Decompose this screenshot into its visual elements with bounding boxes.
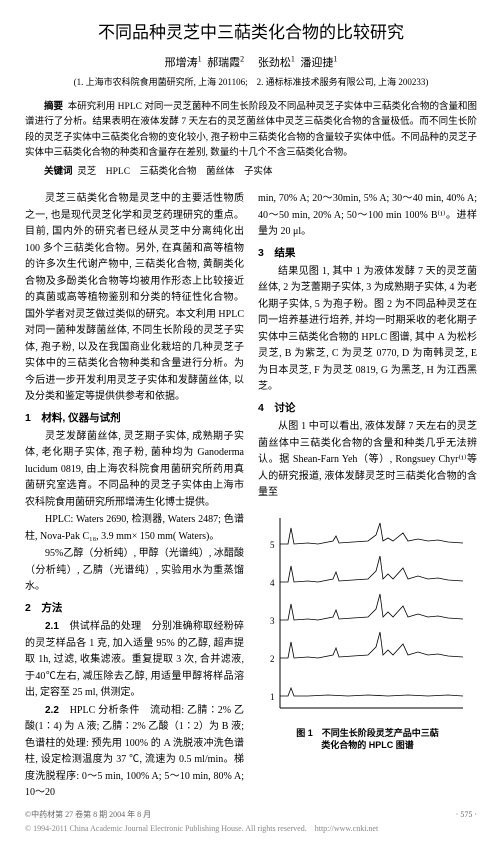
section-1-head: 1 材料, 仪器与试剂 (25, 410, 244, 427)
author: 张劲松1 (258, 57, 295, 69)
section-1-p1: 灵芝发酵菌丝体, 灵芝期子实体, 成熟期子实体, 老化期子实体, 孢子粉, 菌种… (25, 429, 244, 512)
paper-title: 不同品种灵芝中三萜类化合物的比较研究 (25, 20, 477, 46)
figure-1: 5 4 3 2 1 图 1 不同生长阶段灵芝产品中三萜 类化合物的 HPLC 图… (258, 508, 477, 752)
section-3-head: 3 结果 (258, 245, 477, 262)
footer-left: ©中药材第 27 卷第 8 期 2004 年 8 月 (25, 809, 151, 821)
author: 邢增涛1 (165, 57, 202, 69)
keywords: 关键词 灵芝 HPLC 三萜类化合物 菌丝体 子实体 (25, 165, 477, 179)
svg-text:3: 3 (270, 616, 275, 626)
authors-line: 邢增涛1 郝瑞霞2 张劲松1 潘迎捷1 (25, 54, 477, 72)
keywords-label: 关键词 (44, 166, 73, 177)
svg-text:5: 5 (270, 540, 275, 550)
footer-right: · 575 · (456, 809, 477, 821)
section-4-p1: 从图 1 中可以看出, 液体发酵 7 天左右的灵芝菌丝体中三萜类化合物的含量和种… (258, 419, 477, 502)
svg-text:1: 1 (270, 692, 275, 702)
author: 潘迎捷1 (300, 57, 337, 69)
abstract-label: 摘要 (44, 101, 63, 112)
keywords-text: 灵芝 HPLC 三萜类化合物 菌丝体 子实体 (77, 167, 272, 177)
intro-paragraph: 灵芝三萜类化合物是灵芝中的主要活性物质之一, 也是现代灵芝化学和灵芝药理研究的重… (25, 191, 244, 406)
page-footer: ©中药材第 27 卷第 8 期 2004 年 8 月 · 575 · (25, 809, 477, 821)
abstract-text: 本研究利用 HPLC 对同一灵芝菌种不同生长阶段及不同品种灵芝子实体中三萜类化合… (25, 102, 477, 158)
left-column: 灵芝三萜类化合物是灵芝中的主要活性物质之一, 也是现代灵芝化学和灵芝药理研究的重… (25, 191, 244, 803)
section-2-2: 2.2 HPLC 分析条件 流动相: 乙腈∶2% 乙酸(1∶4) 为 A 液; … (25, 703, 244, 802)
col2-continuation: min, 70% A; 20～30min, 5% A; 30～40 min, 4… (258, 191, 477, 241)
section-1-p3: 95%乙醇（分析纯）, 甲醇（光谱纯）, 冰醋酸（分析纯）, 乙腈（光谱纯）, … (25, 546, 244, 596)
section-4-head: 4 讨论 (258, 400, 477, 417)
hplc-chart: 5 4 3 2 1 (258, 508, 468, 723)
svg-text:2: 2 (270, 654, 275, 664)
section-2-head: 2 方法 (25, 600, 244, 617)
footer-bottom: © 1994-2011 China Academic Journal Elect… (25, 823, 477, 835)
section-2-1: 2.1 供试样品的处理 分别准确称取经粉碎的灵芝样品各 1 克, 加入适量 95… (25, 619, 244, 702)
figure-1-caption: 图 1 不同生长阶段灵芝产品中三萜 类化合物的 HPLC 图谱 (258, 727, 477, 752)
author: 郝瑞霞2 (207, 57, 244, 69)
abstract: 摘要 本研究利用 HPLC 对同一灵芝菌种不同生长阶段及不同品种灵芝子实体中三萜… (25, 99, 477, 161)
svg-text:4: 4 (270, 578, 275, 588)
section-1-p2: HPLC: Waters 2690, 检测器, Waters 2487; 色谱柱… (25, 512, 244, 545)
right-column: min, 70% A; 20～30min, 5% A; 30～40 min, 4… (258, 191, 477, 803)
section-3-p1: 结果见图 1, 其中 1 为液体发酵 7 天的灵芝菌丝体, 2 为芝蕾期子实体,… (258, 264, 477, 396)
body-columns: 灵芝三萜类化合物是灵芝中的主要活性物质之一, 也是现代灵芝化学和灵芝药理研究的重… (25, 191, 477, 803)
affiliations: (1. 上海市农科院食用菌研究所, 上海 201106; 2. 通标标准技术服务… (25, 76, 477, 90)
